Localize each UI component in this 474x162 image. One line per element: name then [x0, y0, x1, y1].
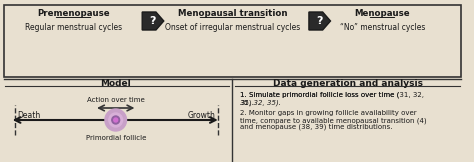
Text: Menopause: Menopause — [355, 10, 410, 18]
FancyBboxPatch shape — [4, 5, 461, 77]
Text: 1. Simulate primordial follicle loss over time (: 1. Simulate primordial follicle loss ove… — [240, 92, 400, 98]
Text: 2. Monitor gaps in growing follicle availability over: 2. Monitor gaps in growing follicle avai… — [240, 110, 417, 116]
Text: ?: ? — [317, 16, 323, 26]
Text: and menopause (38, 39) time distributions.: and menopause (38, 39) time distribution… — [240, 124, 393, 131]
Text: Growth: Growth — [188, 110, 216, 120]
Text: Death: Death — [18, 110, 41, 120]
Circle shape — [112, 116, 119, 124]
Text: Data generation and analysis: Data generation and analysis — [273, 79, 423, 87]
Text: Regular menstrual cycles: Regular menstrual cycles — [25, 23, 122, 31]
Text: ?: ? — [150, 16, 156, 26]
Circle shape — [114, 118, 118, 122]
Circle shape — [105, 109, 127, 131]
Text: “No” menstrual cycles: “No” menstrual cycles — [340, 23, 425, 31]
Text: 31, 32, 35).: 31, 32, 35). — [240, 99, 281, 105]
Text: Menopausal transition: Menopausal transition — [178, 10, 287, 18]
Text: Onset of irregular menstrual cycles: Onset of irregular menstrual cycles — [165, 23, 300, 31]
Text: Primordial follicle: Primordial follicle — [85, 135, 146, 141]
Text: Action over time: Action over time — [87, 97, 145, 103]
Text: 1. Simulate primordial follicle loss over time (31, 32,: 1. Simulate primordial follicle loss ove… — [240, 92, 424, 98]
Polygon shape — [142, 12, 164, 30]
Text: Premenopause: Premenopause — [37, 10, 110, 18]
Text: Model: Model — [100, 79, 131, 87]
Text: 35).: 35). — [240, 99, 254, 105]
Text: time, compare to available menopausal transition (4): time, compare to available menopausal tr… — [240, 117, 427, 123]
Polygon shape — [309, 12, 330, 30]
Circle shape — [109, 113, 123, 127]
